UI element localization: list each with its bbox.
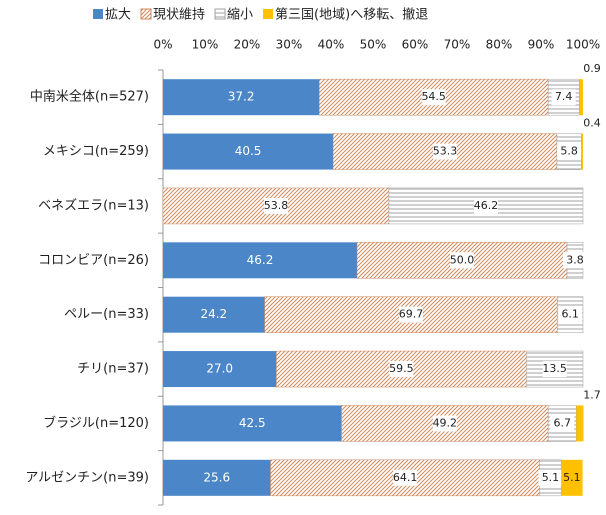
x-tick-label: 50% [360,38,387,52]
category-label: コロンビア(n=26) [38,253,149,268]
category-label: ペルー(n=33) [64,307,149,322]
value-label-bg [538,469,563,486]
category-label: チリ(n=37) [77,362,149,377]
value-label-bg [542,361,567,378]
value-label-bg [421,89,446,106]
value-label: 25.6 [203,470,230,484]
value-label: 37.2 [228,90,255,104]
value-label: 5.1 [542,471,560,484]
legend-swatch [93,9,103,19]
bar-segment [561,459,583,496]
value-label: 54.5 [421,90,446,103]
bar-segment [163,296,265,333]
value-label: 46.2 [247,253,274,267]
x-tick-label: 40% [318,38,345,52]
x-tick-label: 100% [566,38,600,52]
value-label-bg [557,143,582,160]
bar-segment [579,79,583,116]
category-label: アルゼンチン(n=39) [25,470,149,485]
x-tick-label: 60% [402,38,429,52]
value-label: 64.1 [393,471,418,484]
category-label: 中南米全体(n=527) [30,89,149,105]
bar-segment [163,459,271,496]
value-label-bg [450,252,475,269]
category-label: ブラジル(n=120) [43,415,149,431]
x-tick-label: 30% [276,38,303,52]
value-label-bg [473,197,498,214]
value-label: 6.1 [561,308,579,321]
legend-label: 第三国(地域)へ移転、撤退 [275,7,428,23]
value-label: 5.1 [563,471,581,484]
value-label-bg [433,143,458,160]
legend-swatch [140,8,152,20]
category-label: ベネズエラ(n=13) [38,197,149,213]
bar-segment [163,351,277,388]
x-tick-label: 20% [234,38,261,52]
bar-segment [163,79,320,116]
bar-segment [581,133,583,170]
value-label: 40.5 [235,144,262,158]
legend-label: 縮小 [227,7,253,23]
value-label-bg [551,89,576,106]
value-label: 1.7 [583,388,601,401]
legend-label: 拡大 [105,8,131,23]
value-label: 50.0 [450,253,475,266]
x-tick-label: 10% [192,38,219,52]
legend-label: 現状維持 [153,8,205,23]
value-label: 49.2 [433,416,458,429]
value-label: 13.5 [542,362,567,375]
value-label-bg [399,306,424,323]
x-tick-label: 0% [153,38,172,52]
bar-segment [163,242,358,279]
value-label: 59.5 [389,362,414,375]
value-label: 46.2 [474,199,499,212]
bar-segment [576,405,584,442]
value-label-bg [558,306,583,323]
value-label: 3.8 [566,253,584,266]
legend-swatch [214,8,226,20]
value-label-bg [563,252,588,269]
value-label-bg [550,415,575,432]
value-label-bg [393,469,418,486]
value-label: 24.2 [200,307,227,321]
legend-swatch [263,9,274,19]
value-label: 6.7 [553,416,571,429]
value-label: 7.4 [555,90,573,103]
value-label-bg [432,415,457,432]
value-label-bg [263,197,288,214]
value-label-bg [389,361,414,378]
value-label: 27.0 [206,362,233,376]
value-label: 53.3 [433,145,458,158]
x-tick-label: 70% [444,38,471,52]
category-label: メキシコ(n=259) [43,144,149,159]
value-label: 0.4 [583,117,601,130]
value-label: 0.9 [583,62,601,75]
value-label: 53.8 [264,199,289,212]
value-label: 5.8 [560,145,578,158]
bar-segment [163,133,334,170]
x-tick-label: 80% [486,38,513,52]
bar-segment [163,405,342,442]
value-label: 42.5 [239,416,266,430]
x-tick-label: 90% [528,38,555,52]
value-label: 69.7 [399,308,424,321]
